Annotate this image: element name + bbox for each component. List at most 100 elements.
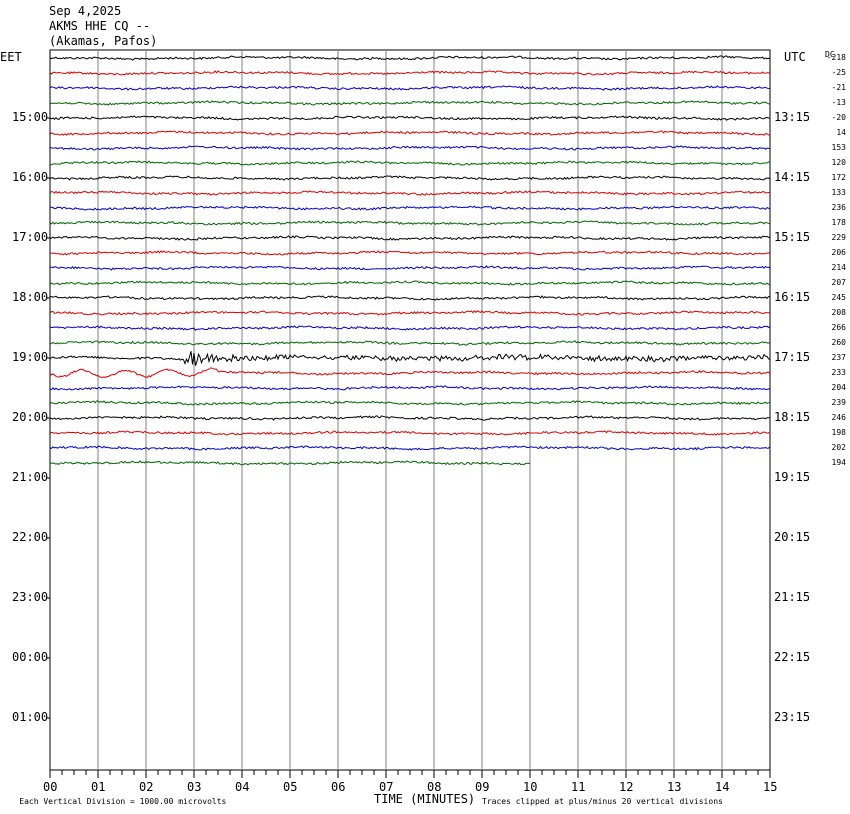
dc-offset-label: 178 (831, 218, 846, 227)
left-hour-label: 20:00 (12, 410, 49, 424)
trace-4 (49, 115, 771, 121)
trace-19 (50, 340, 771, 346)
right-timezone-label: UTC (784, 50, 806, 64)
trace-11 (49, 220, 770, 226)
dc-offset-label: 153 (831, 143, 846, 152)
left-hour-label: 16:00 (12, 170, 49, 184)
header-station: AKMS HHE CQ -- (49, 19, 151, 33)
dc-offset-label: 245 (831, 293, 846, 302)
trace-2 (49, 85, 771, 91)
trace-1 (49, 70, 771, 76)
trace-6 (49, 145, 771, 151)
x-tick-label: 00 (43, 780, 58, 794)
trace-14 (49, 265, 771, 271)
x-tick-label: 08 (427, 780, 442, 794)
x-tick-label: 14 (715, 780, 730, 794)
left-hour-label: 00:00 (12, 650, 49, 664)
x-tick-label: 11 (571, 780, 586, 794)
right-hour-label: 15:15 (774, 230, 811, 244)
trace-9 (49, 190, 771, 196)
x-tick-label: 09 (475, 780, 490, 794)
x-tick-label: 01 (91, 780, 106, 794)
dc-offset-label: 237 (831, 353, 846, 362)
right-hour-label: 23:15 (774, 710, 811, 724)
right-hour-label: 19:15 (774, 470, 811, 484)
trace-13 (50, 250, 771, 256)
x-tick-label: 04 (235, 780, 250, 794)
x-tick-label: 07 (379, 780, 394, 794)
dc-label: DC (825, 50, 835, 59)
plot-frame (49, 49, 771, 771)
left-hour-label: 19:00 (12, 350, 49, 364)
dc-offset-label: 133 (831, 188, 846, 197)
dc-offset-label: 233 (831, 368, 846, 377)
dc-offset-label: 172 (831, 173, 846, 182)
dc-offset-label: 246 (831, 413, 846, 422)
dc-offset-label: 214 (831, 263, 846, 272)
left-hour-label: 18:00 (12, 290, 49, 304)
trace-18 (49, 325, 771, 331)
trace-7 (49, 160, 771, 166)
left-hour-label: 22:00 (12, 530, 49, 544)
dc-offset-label: 14 (836, 128, 846, 137)
trace-25 (49, 430, 771, 436)
left-timezone-label: EET (0, 50, 22, 64)
trace-15 (49, 280, 771, 286)
footer-scale-note: Each Vertical Division = 1000.00 microvo… (19, 797, 227, 806)
x-tick-label: 02 (139, 780, 154, 794)
trace-24 (49, 415, 770, 421)
x-tick-label: 13 (667, 780, 682, 794)
dc-offset-label: -13 (831, 98, 846, 107)
right-hour-label: 16:15 (774, 290, 811, 304)
dc-offset-label: 202 (831, 443, 846, 452)
left-hour-label: 01:00 (12, 710, 49, 724)
x-tick-label: 03 (187, 780, 202, 794)
dc-offset-label: 229 (831, 233, 846, 242)
trace-3 (49, 100, 771, 106)
dc-offset-label: 194 (831, 458, 846, 467)
dc-offset-label: 207 (831, 278, 846, 287)
x-tick-label: 12 (619, 780, 634, 794)
x-tick-label: 05 (283, 780, 298, 794)
left-hour-label: 15:00 (12, 110, 49, 124)
right-hour-label: 18:15 (774, 410, 811, 424)
x-axis-title: TIME (MINUTES) (374, 792, 476, 806)
trace-10 (49, 205, 771, 211)
trace-23 (49, 400, 770, 406)
left-hour-label: 23:00 (12, 590, 49, 604)
right-hour-label: 21:15 (774, 590, 811, 604)
right-hour-label: 22:15 (774, 650, 811, 664)
right-hour-label: 17:15 (774, 350, 811, 364)
x-tick-label: 10 (523, 780, 538, 794)
trace-12 (49, 235, 771, 241)
dc-offset-label: -20 (831, 113, 846, 122)
dc-offset-label: 120 (831, 158, 846, 167)
footer-clip-note: Traces clipped at plus/minus 20 vertical… (482, 797, 723, 806)
left-hour-label: 21:00 (12, 470, 49, 484)
trace-0 (49, 55, 771, 61)
dc-offset-label: 208 (831, 308, 846, 317)
header-location: (Akamas, Pafos) (49, 34, 158, 48)
dc-offset-label: 260 (831, 338, 846, 347)
dc-offset-label: 239 (831, 398, 846, 407)
x-tick-label: 06 (331, 780, 346, 794)
x-tick-label: 15 (763, 780, 778, 794)
dc-offset-label: 266 (831, 323, 846, 332)
dc-offset-label: 198 (831, 428, 846, 437)
trace-27 (49, 460, 531, 466)
right-hour-label: 20:15 (774, 530, 811, 544)
trace-22 (49, 385, 771, 391)
dc-offset-label: -25 (831, 68, 846, 77)
dc-offset-label: 204 (831, 383, 846, 392)
trace-26 (49, 445, 771, 451)
trace-21 (49, 367, 771, 378)
trace-5 (49, 130, 771, 136)
trace-20 (49, 351, 771, 366)
dc-offset-label: 236 (831, 203, 846, 212)
dc-offset-label: 206 (831, 248, 846, 257)
left-hour-label: 17:00 (12, 230, 49, 244)
dc-offset-label: -21 (831, 83, 846, 92)
right-hour-label: 14:15 (774, 170, 811, 184)
trace-16 (49, 295, 770, 301)
